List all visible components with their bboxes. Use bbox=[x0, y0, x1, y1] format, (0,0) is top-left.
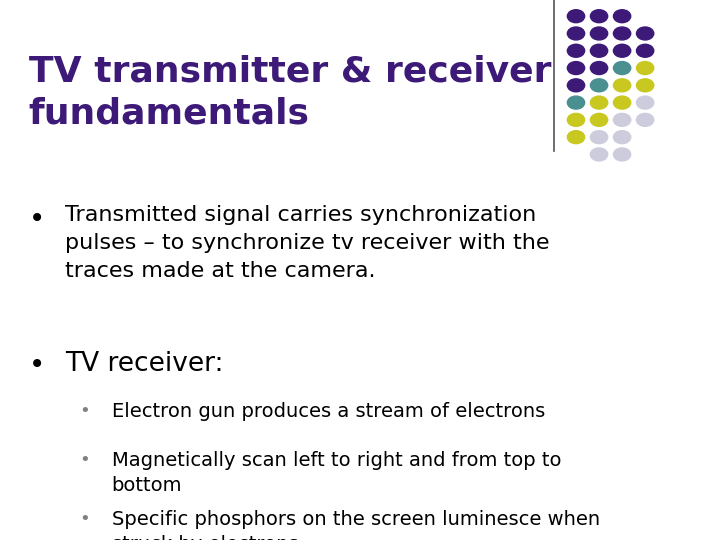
Circle shape bbox=[613, 62, 631, 75]
Circle shape bbox=[636, 27, 654, 40]
Circle shape bbox=[636, 62, 654, 75]
Circle shape bbox=[613, 44, 631, 57]
Circle shape bbox=[636, 113, 654, 126]
Circle shape bbox=[636, 96, 654, 109]
Circle shape bbox=[613, 27, 631, 40]
Circle shape bbox=[613, 96, 631, 109]
Circle shape bbox=[613, 131, 631, 144]
Circle shape bbox=[567, 62, 585, 75]
Circle shape bbox=[590, 131, 608, 144]
Circle shape bbox=[590, 62, 608, 75]
Circle shape bbox=[613, 10, 631, 23]
Circle shape bbox=[590, 79, 608, 92]
Circle shape bbox=[590, 44, 608, 57]
Circle shape bbox=[567, 113, 585, 126]
Circle shape bbox=[590, 10, 608, 23]
Text: •: • bbox=[79, 402, 90, 420]
Text: Transmitted signal carries synchronization
pulses – to synchronize tv receiver w: Transmitted signal carries synchronizati… bbox=[65, 205, 549, 281]
Circle shape bbox=[567, 131, 585, 144]
Circle shape bbox=[613, 148, 631, 161]
Circle shape bbox=[567, 10, 585, 23]
Circle shape bbox=[613, 79, 631, 92]
Circle shape bbox=[613, 113, 631, 126]
Circle shape bbox=[567, 96, 585, 109]
Circle shape bbox=[567, 44, 585, 57]
Text: •: • bbox=[29, 205, 45, 233]
Circle shape bbox=[590, 27, 608, 40]
Circle shape bbox=[590, 113, 608, 126]
Text: •: • bbox=[79, 510, 90, 528]
Text: Specific phosphors on the screen luminesce when
struck by electrons: Specific phosphors on the screen lumines… bbox=[112, 510, 600, 540]
Text: •: • bbox=[79, 451, 90, 469]
Circle shape bbox=[636, 44, 654, 57]
Text: •: • bbox=[29, 351, 45, 379]
Text: TV receiver:: TV receiver: bbox=[65, 351, 223, 377]
Circle shape bbox=[636, 79, 654, 92]
Circle shape bbox=[590, 96, 608, 109]
Text: Magnetically scan left to right and from top to
bottom: Magnetically scan left to right and from… bbox=[112, 451, 561, 495]
Circle shape bbox=[567, 79, 585, 92]
Circle shape bbox=[590, 148, 608, 161]
Circle shape bbox=[567, 27, 585, 40]
Text: TV transmitter & receiver
fundamentals: TV transmitter & receiver fundamentals bbox=[29, 54, 552, 130]
Text: Electron gun produces a stream of electrons: Electron gun produces a stream of electr… bbox=[112, 402, 545, 421]
